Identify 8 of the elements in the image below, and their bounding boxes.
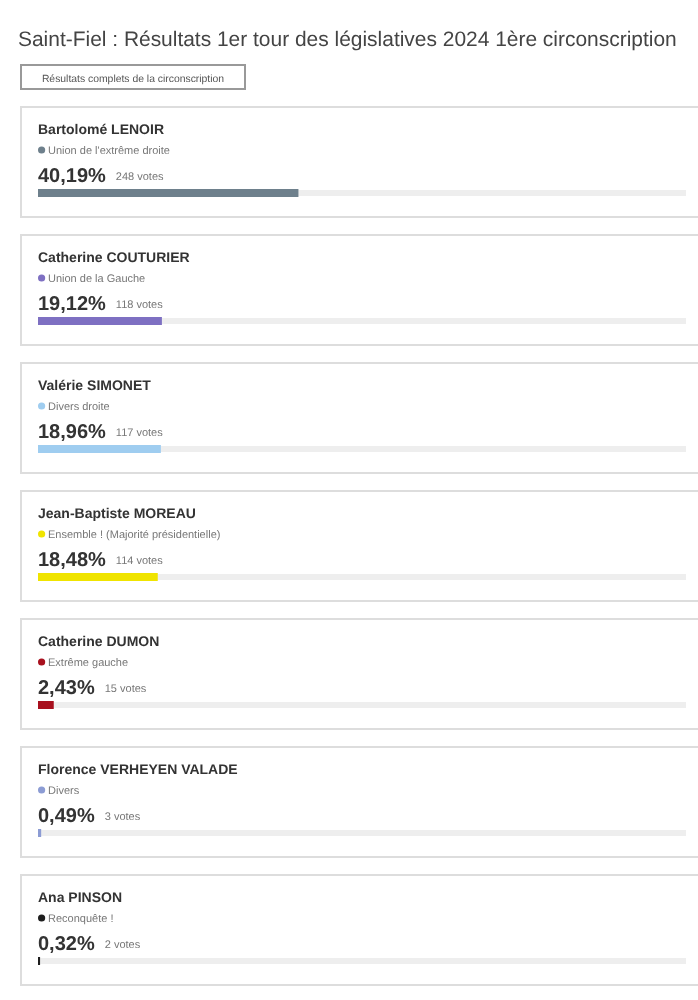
data-label: 18,96% bbox=[38, 422, 107, 444]
data-label: 19,12% bbox=[38, 294, 107, 316]
chart-title: Saint-Fiel : Résultats 1er tour des législatives 2024 1ère circonscription bbox=[18, 30, 678, 52]
data-label: 0,49% bbox=[38, 806, 95, 828]
data-label: 18,48% bbox=[38, 550, 107, 572]
data-label: 0,32% bbox=[38, 934, 95, 956]
data-label: 2,43% bbox=[38, 678, 95, 700]
data-label: 40,19% bbox=[38, 166, 107, 188]
